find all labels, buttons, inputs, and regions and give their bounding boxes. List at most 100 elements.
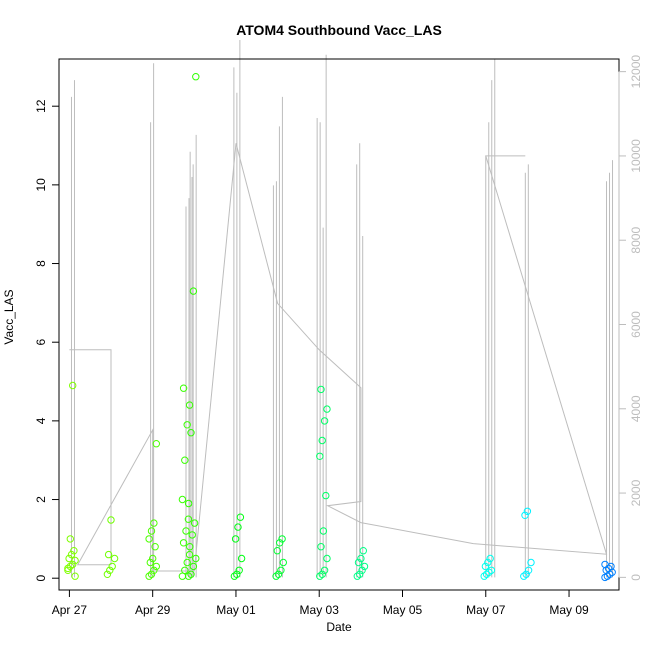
point-7-5 [319, 527, 328, 535]
y-tick-label-5: 10 [34, 178, 48, 192]
point-1-4 [104, 550, 113, 559]
point-4-10 [192, 73, 200, 81]
x-axis: Apr 27 Apr 29 May 01 May 03 May 05 May 07 May … [52, 589, 589, 617]
point-9-6 [486, 554, 494, 563]
point-3-1 [181, 566, 189, 574]
y2-tick-label-5: 10000 [629, 139, 643, 173]
y-tick-label-1: 2 [34, 496, 48, 503]
connector-layer [69, 143, 608, 572]
point-3-6 [184, 515, 193, 523]
point-7-0 [316, 572, 324, 580]
point-8-5 [357, 554, 365, 563]
point-9-0 [480, 572, 488, 580]
point-3-4 [179, 539, 188, 547]
point-6-2 [277, 566, 285, 574]
point-10-5 [523, 507, 532, 515]
point-3-2 [183, 558, 191, 567]
point-2-8 [147, 527, 156, 535]
point-9-5 [484, 558, 492, 567]
point-4-8 [187, 429, 195, 437]
point-8-0 [353, 572, 361, 580]
point-10-2 [524, 566, 533, 574]
point-2-5 [149, 554, 157, 563]
point-8-6 [359, 547, 367, 555]
point-0-2 [69, 560, 77, 569]
x-tick-label-2: May 01 [216, 603, 256, 617]
point-1-1 [106, 566, 114, 574]
y2-tick-label-1: 2000 [629, 479, 643, 506]
point-0-1 [66, 562, 75, 571]
point-4-9 [189, 287, 198, 295]
point-3-7 [178, 495, 187, 504]
point-2-2 [150, 566, 158, 574]
y-axis-label: Vacc_LAS [2, 289, 16, 344]
point-6-4 [273, 547, 281, 555]
x-tick-label-6: May 09 [549, 603, 589, 617]
y-tick-label-4: 8 [34, 260, 48, 267]
point-3-11 [179, 384, 188, 392]
point-10-1 [522, 570, 530, 578]
point-0-0 [64, 566, 72, 574]
point-4-3 [192, 554, 200, 563]
point-0-7 [64, 564, 72, 573]
point-2-7 [145, 535, 153, 543]
x-tick-label-4: May 05 [383, 603, 423, 617]
point-0-8 [66, 535, 75, 543]
point-6-0 [272, 572, 280, 580]
point-3-8 [181, 456, 189, 464]
point-10-0 [520, 572, 528, 580]
point-5-4 [231, 535, 240, 543]
point-10-4 [521, 511, 529, 519]
point-8-3 [360, 562, 369, 571]
points-layer [64, 73, 616, 582]
point-10-3 [527, 558, 535, 567]
point-7-8 [318, 436, 326, 445]
y2-tick-label-6: 12000 [629, 55, 643, 89]
point-5-1 [233, 570, 241, 578]
point-7-4 [317, 543, 325, 551]
y2-tick-label-3: 6000 [629, 311, 643, 338]
y2-tick-label-2: 4000 [629, 395, 643, 422]
chart-title: ATOM4 Southbound Vacc_LAS [236, 22, 442, 38]
point-6-6 [278, 535, 286, 543]
point-3-10 [185, 401, 194, 409]
point-7-9 [320, 417, 329, 425]
point-6-3 [279, 558, 287, 567]
point-9-2 [485, 568, 493, 576]
y-tick-label-6: 12 [34, 99, 48, 113]
point-3-5 [182, 527, 190, 535]
point-0-10 [71, 572, 79, 580]
point-2-6 [151, 543, 159, 551]
point-2-1 [147, 570, 156, 578]
point-0-5 [67, 550, 76, 559]
point-9-3 [487, 566, 496, 574]
point-1-0 [103, 570, 112, 578]
point-2-4 [146, 558, 155, 567]
point-8-4 [354, 558, 363, 567]
point-8-1 [356, 570, 364, 578]
y-axis-right: 0 2000 4000 6000 8000 10000 12000 [618, 55, 643, 581]
x-tick-label-3: May 03 [300, 603, 340, 617]
point-7-3 [323, 554, 331, 563]
point-2-3 [152, 562, 161, 571]
point-3-9 [183, 421, 191, 429]
point-7-6 [322, 491, 330, 500]
x-axis-label: Date [326, 620, 352, 634]
y2-tick-label-0: 0 [629, 574, 643, 581]
point-4-4 [186, 543, 194, 551]
point-7-1 [318, 570, 326, 578]
point-0-9 [69, 381, 77, 390]
point-3-3 [185, 550, 194, 559]
y-tick-label-0: 0 [34, 575, 48, 582]
point-9-4 [481, 562, 490, 571]
point-7-10 [323, 405, 331, 413]
point-1-3 [110, 554, 119, 563]
x-tick-label-0: Apr 27 [52, 603, 88, 617]
point-7-7 [316, 452, 324, 460]
point-2-9 [150, 519, 158, 527]
point-4-5 [188, 531, 196, 539]
point-0-6 [70, 547, 78, 555]
x-tick-label-1: Apr 29 [135, 603, 171, 617]
point-5-6 [236, 513, 245, 521]
